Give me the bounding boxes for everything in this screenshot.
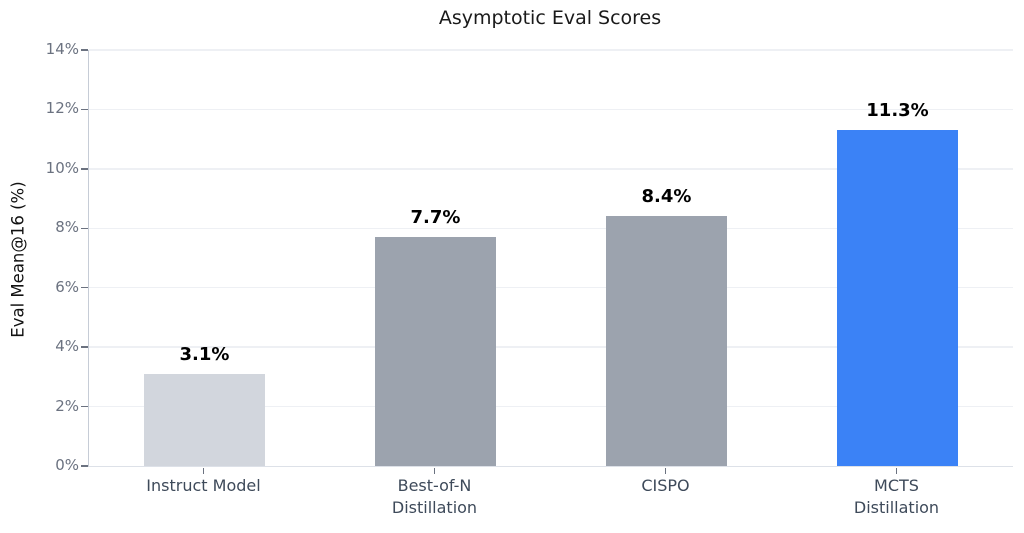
gridline-10: [89, 168, 1013, 170]
bar-cispo: [606, 216, 727, 466]
bar-instruct-model: [144, 373, 265, 466]
y-tick-mark-0: [81, 465, 88, 467]
x-tick-label-cispo: CISPO: [641, 476, 690, 495]
x-tick-mark: [433, 467, 436, 474]
gridline-6: [89, 286, 1013, 289]
y-tick-mark-10: [81, 168, 88, 170]
gridline-14: [89, 49, 1013, 51]
y-tick-label-12: 12%: [45, 99, 79, 118]
bar-value-label: 7.7%: [410, 207, 461, 229]
x-tick-mark: [664, 467, 667, 474]
y-tick-label-10: 10%: [45, 158, 79, 177]
plot-area: 3.1% 7.7% 8.4% 11.3%: [88, 49, 1013, 467]
y-tick-mark-14: [81, 49, 88, 51]
chart-title: Asymptotic Eval Scores: [438, 7, 662, 29]
y-tick-mark-2: [81, 405, 88, 408]
bar-value-label: 3.1%: [179, 343, 230, 365]
y-tick-label-6: 6%: [55, 277, 79, 296]
gridline-2: [89, 405, 1013, 408]
y-tick-mark-8: [81, 227, 88, 230]
x-tick-label-best-of-n: Best-of-N Distillation: [391, 476, 478, 517]
gridline-8: [89, 227, 1013, 230]
y-tick-mark-12: [81, 108, 88, 111]
y-tick-label-14: 14%: [45, 40, 79, 58]
x-tick-mark: [895, 467, 898, 474]
bar-value-label: 8.4%: [641, 186, 692, 208]
y-tick-label-4: 4%: [55, 337, 79, 356]
bar-mcts-distillation: [837, 130, 958, 466]
y-tick-mark-6: [81, 286, 88, 289]
x-tick-mark: [202, 467, 205, 474]
x-tick-label-instruct-model: Instruct Model: [146, 476, 261, 495]
y-tick-label-0: 0%: [55, 456, 79, 474]
gridline-12: [89, 108, 1013, 111]
gridline-4: [89, 346, 1013, 348]
bar-best-of-n-distillation: [375, 237, 496, 466]
y-tick-label-2: 2%: [55, 396, 79, 415]
y-tick-mark-4: [81, 346, 88, 348]
x-tick-label-mcts: MCTS Distillation: [853, 476, 940, 517]
y-tick-label-8: 8%: [55, 218, 79, 237]
bar-value-label: 11.3%: [866, 100, 929, 122]
